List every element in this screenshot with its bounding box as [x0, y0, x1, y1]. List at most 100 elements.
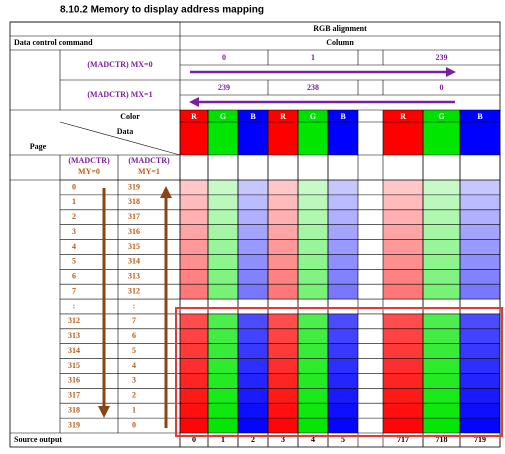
subpixel-header	[460, 110, 500, 122]
color-cell	[238, 180, 268, 195]
color-cell	[383, 373, 423, 389]
cell-text: 239	[218, 83, 230, 92]
color-cell	[460, 180, 500, 195]
color-cell	[298, 418, 328, 433]
color-cell	[383, 343, 423, 359]
color-cell	[298, 343, 328, 359]
color-cell	[383, 239, 423, 255]
subpixel-label: B	[477, 112, 483, 121]
subpixel-label: G	[438, 112, 444, 121]
color-cell	[423, 358, 460, 374]
color-cell	[238, 328, 268, 344]
color-cell	[180, 313, 208, 329]
cell-text: 238	[307, 83, 319, 92]
color-cell	[383, 254, 423, 270]
color-cell	[460, 343, 500, 359]
cell-text: Page	[30, 142, 47, 151]
cell-text: 3	[72, 227, 76, 236]
cell-text: 314	[128, 257, 140, 266]
color-cell	[238, 388, 268, 404]
color-cell	[298, 373, 328, 389]
color-cell	[460, 403, 500, 419]
color-cell	[298, 209, 328, 225]
arrow-head	[160, 186, 172, 198]
color-cell	[383, 224, 423, 240]
color-cell	[238, 209, 268, 225]
cell-text: 4	[132, 361, 136, 370]
cell-text: 313	[68, 331, 80, 340]
color-cell	[268, 373, 298, 389]
color-cell	[238, 284, 268, 300]
color-cell	[208, 313, 238, 329]
cell-text: 0	[192, 435, 196, 444]
color-cell	[328, 388, 358, 404]
arrow-head	[98, 406, 110, 418]
color-cell	[208, 254, 238, 270]
cell-text: 239	[436, 53, 448, 62]
cell-text: 3	[132, 376, 136, 385]
color-cell	[208, 284, 238, 300]
color-cell	[298, 254, 328, 270]
color-cell	[383, 403, 423, 419]
color-cell	[268, 209, 298, 225]
color-cell	[180, 343, 208, 359]
color-cell	[268, 194, 298, 210]
color-cell	[460, 373, 500, 389]
color-cell	[328, 418, 358, 433]
color-cell	[238, 403, 268, 419]
arrow-head	[189, 97, 199, 107]
color-cell	[383, 122, 423, 155]
cell-text: 5	[72, 257, 76, 266]
cell-text: 314	[68, 346, 80, 355]
color-cell	[460, 328, 500, 344]
color-cell	[208, 269, 238, 285]
color-cell	[460, 224, 500, 240]
color-cell	[423, 328, 460, 344]
color-cell	[328, 254, 358, 270]
color-cell	[208, 180, 238, 195]
color-cell	[268, 418, 298, 433]
color-cell	[328, 373, 358, 389]
color-cell	[460, 194, 500, 210]
color-cell	[180, 373, 208, 389]
cell-text: 319	[68, 420, 80, 429]
color-cell	[328, 269, 358, 285]
color-cell	[238, 269, 268, 285]
color-cell	[208, 388, 238, 404]
color-cell	[268, 343, 298, 359]
color-cell	[383, 284, 423, 300]
cell-text: Column	[326, 38, 354, 47]
color-cell	[180, 403, 208, 419]
color-cell	[298, 180, 328, 195]
cell-text: Source output	[14, 435, 62, 444]
color-cell	[383, 418, 423, 433]
color-cell	[268, 358, 298, 374]
cell-text: 318	[68, 406, 80, 415]
cell-text: 718	[436, 435, 448, 444]
color-cell	[180, 254, 208, 270]
color-cell	[208, 403, 238, 419]
subpixel-header	[383, 110, 423, 122]
color-cell	[298, 239, 328, 255]
color-cell	[298, 313, 328, 329]
subpixel-label: B	[250, 112, 256, 121]
color-cell	[298, 224, 328, 240]
color-cell	[423, 403, 460, 419]
color-cell	[423, 343, 460, 359]
color-cell	[460, 284, 500, 300]
color-cell	[238, 239, 268, 255]
cell-text: 313	[128, 272, 140, 281]
color-cell	[238, 224, 268, 240]
color-cell	[328, 122, 358, 155]
color-cell	[180, 180, 208, 195]
color-cell	[383, 313, 423, 329]
color-cell	[423, 224, 460, 240]
color-cell	[460, 254, 500, 270]
subpixel-label: R	[191, 112, 197, 121]
arrow-head	[446, 67, 456, 77]
cell-text: (MADCTR)	[68, 156, 110, 165]
color-cell	[460, 388, 500, 404]
cell-text: 719	[474, 435, 486, 444]
color-cell	[460, 418, 500, 433]
color-cell	[328, 209, 358, 225]
